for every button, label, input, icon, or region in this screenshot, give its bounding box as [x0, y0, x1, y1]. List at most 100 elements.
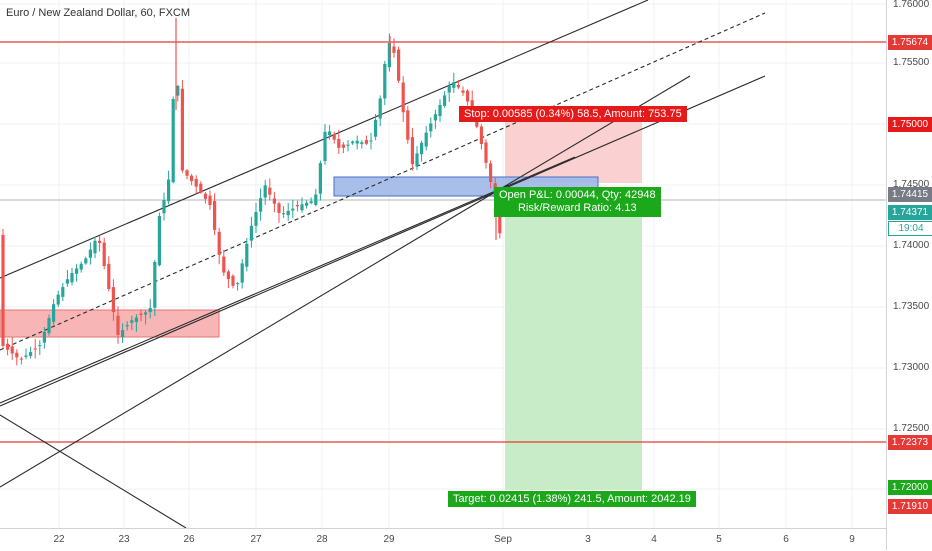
price-tick: 1.73500 — [893, 301, 930, 312]
candle-body — [162, 200, 166, 214]
candle-body — [29, 352, 33, 356]
candle-body — [15, 352, 19, 358]
candle-body — [116, 315, 120, 335]
candle-body — [33, 348, 37, 350]
candle-body — [134, 317, 138, 323]
candle-body — [38, 345, 42, 347]
stop-label: Stop: 0.00585 (0.34%) 58.5, Amount: 753.… — [459, 106, 687, 122]
candle-body — [295, 205, 299, 207]
candle-body — [254, 212, 258, 226]
candle-body — [277, 203, 281, 213]
candle-body — [98, 240, 102, 243]
pnl-label: Open P&L: 0.00044, Qty: 42948 Risk/Rewar… — [494, 187, 661, 217]
candle-body — [415, 153, 419, 167]
candle-body — [461, 90, 465, 93]
candle-body — [185, 170, 189, 176]
candle-body — [406, 110, 410, 140]
candle-body — [176, 86, 180, 96]
channel-mid-line — [0, 12, 766, 351]
target-price-tag: 1.71910 — [888, 499, 932, 514]
time-tick: 27 — [250, 534, 262, 545]
candle-body — [222, 256, 226, 273]
candle-body — [88, 249, 92, 258]
candle-body — [484, 142, 488, 163]
fan-line — [0, 75, 691, 488]
candle-body — [369, 140, 373, 142]
candle-body — [56, 294, 60, 305]
rr-text: Risk/Reward Ratio: 4.13 — [517, 202, 637, 214]
candle-body — [240, 263, 244, 283]
candle-body — [314, 194, 318, 205]
candle-body — [424, 132, 428, 147]
support-price-tag: 1.72373 — [888, 435, 932, 450]
candle-body — [213, 201, 217, 230]
time-tick: 23 — [118, 534, 130, 545]
price-tick: 1.72500 — [893, 423, 930, 434]
candle-body — [102, 242, 106, 266]
candle-body — [397, 49, 401, 81]
candle-body — [61, 287, 65, 297]
candle-body — [479, 126, 483, 144]
candle-body — [383, 64, 387, 99]
candle-body — [364, 140, 368, 144]
candle-body — [309, 201, 313, 204]
time-tick: 6 — [783, 534, 789, 545]
candle-body — [259, 198, 263, 212]
candle-body — [144, 312, 148, 315]
candle-body — [171, 99, 175, 183]
candle-body — [236, 283, 240, 285]
candle-body — [125, 325, 129, 327]
candle-body — [489, 163, 493, 182]
time-tick: 5 — [716, 534, 722, 545]
candle-body — [93, 240, 97, 254]
candle-body — [231, 275, 235, 286]
candle-body — [318, 163, 322, 194]
time-tick: 3 — [585, 534, 591, 545]
trend-lines[interactable] — [0, 0, 766, 528]
candle-body — [157, 216, 161, 266]
chart-canvas[interactable] — [0, 0, 886, 528]
price-tick: 1.74000 — [893, 240, 930, 251]
candle-body — [52, 304, 56, 322]
candle-body — [249, 225, 253, 241]
target-label: Target: 0.02415 (1.38%) 241.5, Amount: 2… — [448, 491, 696, 507]
candle-body — [203, 193, 207, 199]
candle-body — [226, 271, 230, 280]
symbol-title: Euro / New Zealand Dollar, 60, FXCM — [6, 7, 191, 19]
time-tick: 22 — [53, 534, 65, 545]
time-axis[interactable]: 22 23 26 27 28 29 Sep 3 4 5 6 9 — [0, 528, 886, 551]
candle-body — [190, 175, 194, 182]
candle-body — [19, 358, 23, 360]
resistance-price-tag: 1.75674 — [888, 35, 932, 50]
candle-body — [374, 119, 378, 137]
candle-body — [438, 105, 442, 117]
price-axis[interactable]: 1.76000 1.75500 1.74500 1.74000 1.73500 … — [886, 0, 932, 550]
candle-body — [401, 82, 405, 113]
candle-body — [6, 343, 10, 350]
price-tick: 1.74500 — [893, 179, 930, 190]
candle-body — [392, 46, 396, 53]
demand-zone[interactable] — [0, 309, 220, 338]
target-upper-tag: 1.72000 — [888, 480, 932, 495]
candle-body — [286, 210, 290, 216]
candle-body — [323, 131, 327, 162]
chart-area[interactable]: Euro / New Zealand Dollar, 60, FXCM Stop… — [0, 0, 886, 528]
price-tick: 1.76000 — [893, 0, 930, 10]
candle-body — [42, 331, 46, 343]
candle-body — [378, 98, 382, 119]
candle-body — [341, 144, 345, 148]
profit-zone[interactable] — [505, 197, 642, 490]
candle-body — [217, 231, 221, 255]
candle-body — [79, 263, 83, 270]
candle-body — [75, 268, 79, 274]
candle-body — [10, 346, 14, 354]
candle-body — [194, 178, 198, 187]
candle-body — [433, 114, 437, 121]
candle-body — [47, 318, 51, 334]
candle-body — [351, 141, 355, 144]
candle-body — [139, 313, 143, 315]
candle-body — [148, 308, 152, 313]
candle-body — [121, 330, 125, 337]
candle-body — [24, 355, 28, 357]
channel-bottom-line-2 — [0, 156, 576, 404]
